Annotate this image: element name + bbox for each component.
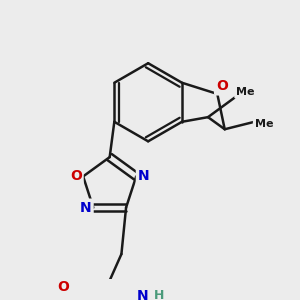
Text: N: N <box>80 201 92 214</box>
Text: H: H <box>153 290 164 300</box>
Text: O: O <box>216 80 228 94</box>
Text: N: N <box>137 289 148 300</box>
Text: N: N <box>138 169 149 183</box>
Text: O: O <box>57 280 69 294</box>
Text: O: O <box>70 169 82 183</box>
Text: Me: Me <box>236 87 254 97</box>
Text: Me: Me <box>254 119 273 129</box>
